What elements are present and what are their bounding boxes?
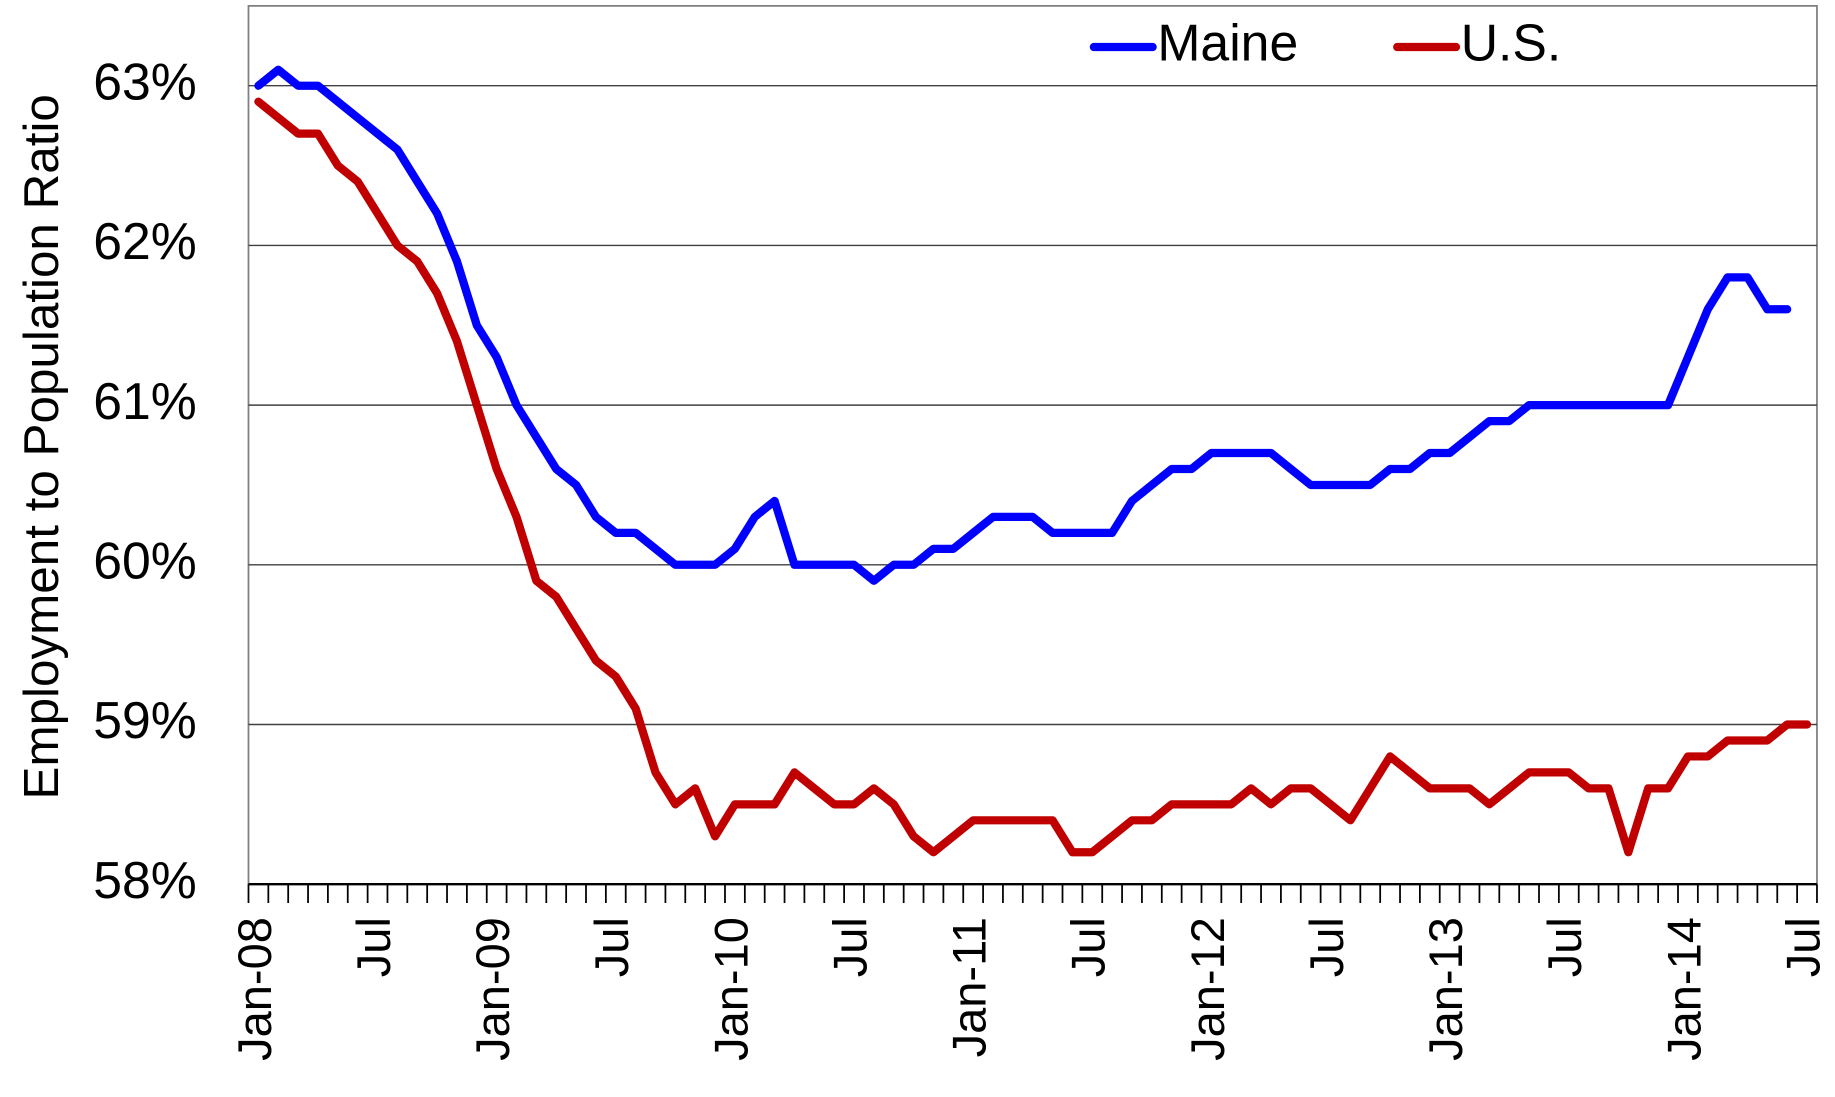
- y-tick-label: 60%: [93, 531, 197, 589]
- y-tick-label: 58%: [93, 851, 197, 909]
- y-tick-label: 62%: [93, 212, 197, 270]
- x-tick-label: Jul: [823, 917, 876, 977]
- x-tick-label: Jul: [347, 917, 400, 977]
- x-tick-label: Jan-12: [1181, 917, 1234, 1061]
- x-tick-label: Jan-08: [228, 917, 281, 1061]
- x-tick-label: Jan-14: [1657, 917, 1710, 1061]
- legend-label: Maine: [1157, 14, 1298, 72]
- x-tick-label: Jul: [585, 917, 638, 977]
- x-tick-label: Jul: [1300, 917, 1353, 977]
- y-axis-title: Employment to Population Ratio: [14, 94, 69, 799]
- plot-frame: [247, 4, 1818, 886]
- x-tick-label: Jan-13: [1419, 917, 1472, 1061]
- legend-label: U.S.: [1461, 14, 1562, 72]
- x-tick-label: Jan-09: [466, 917, 519, 1061]
- x-tick-label: Jul: [1062, 917, 1115, 977]
- x-tick-label: Jul: [1538, 917, 1591, 977]
- x-tick-label: Jan-10: [704, 917, 757, 1061]
- y-tick-label: 59%: [93, 691, 197, 749]
- series-line: [254, 65, 1792, 585]
- x-tick-label: Jan-11: [943, 917, 996, 1057]
- y-tick-label: 61%: [93, 372, 197, 430]
- y-tick-label: 63%: [93, 52, 197, 110]
- series-line: [254, 97, 1812, 857]
- x-tick-label: Jul: [1776, 917, 1829, 977]
